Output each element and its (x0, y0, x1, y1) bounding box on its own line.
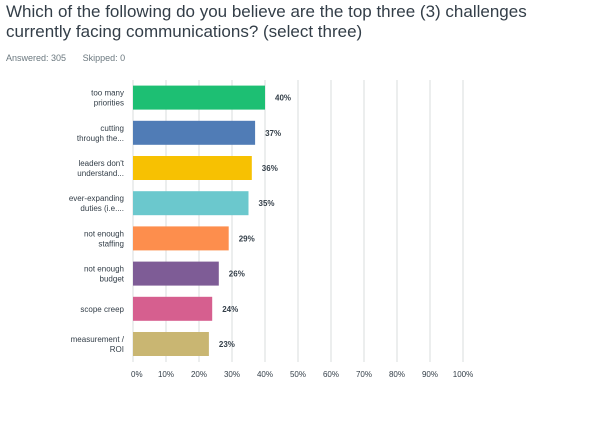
x-tick-label: 0% (131, 370, 143, 379)
bar (133, 296, 213, 321)
category-label: ever-expanding duties (i.e.... (69, 194, 124, 213)
bar-value-label: 35% (259, 199, 275, 208)
x-tick-label: 40% (257, 370, 273, 379)
bar-value-label: 26% (229, 270, 245, 279)
x-axis-ticks: 0% 10% 20% 30% 40% 50% 60% 70% 80% 90% 100% (131, 370, 473, 379)
category-label: not enough budget (84, 265, 125, 284)
x-tick-label: 90% (422, 370, 438, 379)
category-label: cutting through the... (77, 124, 124, 143)
bar (133, 191, 249, 216)
category-label: leaders don't understand... (77, 159, 124, 178)
x-tick-label: 50% (290, 370, 306, 379)
category-label: measurement / ROI (71, 335, 125, 354)
x-tick-label: 10% (158, 370, 174, 379)
bar (133, 156, 252, 180)
bar (133, 226, 229, 251)
x-tick-label: 30% (224, 370, 240, 379)
bar-value-label: 36% (262, 164, 278, 173)
skipped-count: Skipped: 0 (82, 53, 126, 63)
x-tick-label: 100% (453, 370, 473, 379)
response-stats: Answered: 305 Skipped: 0 (6, 53, 139, 63)
category-label: scope creep (80, 305, 124, 314)
x-tick-label: 60% (323, 370, 339, 379)
category-label: not enough staffing (84, 229, 124, 248)
bar-value-label: 40% (275, 94, 291, 103)
bar-value-label: 37% (265, 129, 281, 138)
question-title: Which of the following do you believe ar… (6, 2, 527, 41)
x-tick-label: 70% (356, 370, 372, 379)
bar (133, 332, 209, 356)
answered-count: Answered: 305 (6, 53, 67, 63)
x-tick-label: 80% (389, 370, 405, 379)
bar-value-label: 29% (239, 234, 255, 243)
bar (133, 85, 265, 110)
bar-value-label: 24% (222, 305, 238, 314)
bar (133, 261, 219, 286)
chart-labels: 40% too many priorities 37% cutting through t… (69, 89, 291, 354)
chart-bars (133, 85, 265, 356)
category-label: too many priorities (91, 89, 124, 108)
x-tick-label: 20% (191, 370, 207, 379)
bar (133, 120, 256, 145)
bar-value-label: 23% (219, 340, 235, 349)
